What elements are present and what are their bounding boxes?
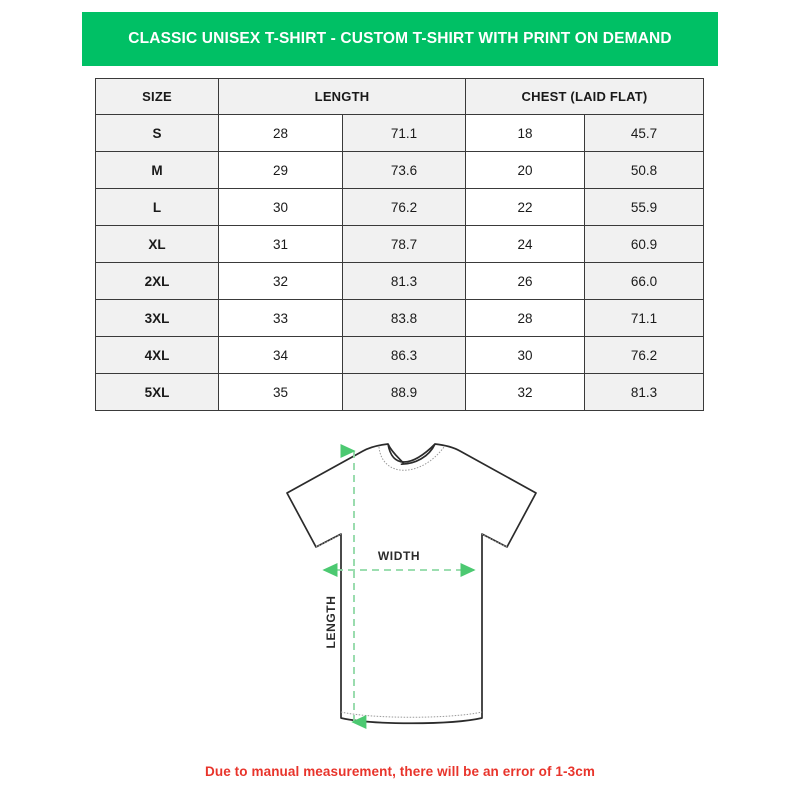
cell-length-cm: 78.7 <box>342 225 466 263</box>
length-label: LENGTH <box>324 596 338 649</box>
table-row: 2XL 32 81.3 26 66.0 <box>95 262 705 300</box>
cell-size: 4XL <box>95 336 219 374</box>
cell-size: 3XL <box>95 299 219 337</box>
table-row: M 29 73.6 20 50.8 <box>95 151 705 189</box>
cell-size: M <box>95 151 219 189</box>
cell-size: 5XL <box>95 373 219 411</box>
cell-chest-in: 28 <box>465 299 585 337</box>
cell-length-in: 28 <box>218 114 343 152</box>
cell-length-in: 29 <box>218 151 343 189</box>
cell-chest-in: 32 <box>465 373 585 411</box>
cell-chest-cm: 50.8 <box>583 151 705 189</box>
cell-length-cm: 76.2 <box>342 188 466 226</box>
cell-chest-cm: 76.2 <box>583 336 705 374</box>
cell-length-cm: 71.1 <box>342 114 466 152</box>
cell-length-in: 34 <box>218 336 343 374</box>
size-chart-table: SIZE LENGTH CHEST (LAID FLAT) S 28 71.1 … <box>95 78 705 411</box>
cell-chest-cm: 81.3 <box>583 373 705 411</box>
width-label: WIDTH <box>378 549 420 563</box>
cell-chest-in: 26 <box>465 262 585 300</box>
header-banner: CLASSIC UNISEX T-SHIRT - CUSTOM T-SHIRT … <box>82 12 718 66</box>
column-header-chest: CHEST (LAID FLAT) <box>464 78 705 115</box>
table-row: L 30 76.2 22 55.9 <box>95 188 705 226</box>
size-chart-table-container: SIZE LENGTH CHEST (LAID FLAT) S 28 71.1 … <box>95 78 705 411</box>
cell-chest-in: 22 <box>465 188 585 226</box>
cell-chest-in: 24 <box>465 225 585 263</box>
cell-length-cm: 81.3 <box>342 262 466 300</box>
cell-length-in: 32 <box>218 262 343 300</box>
cell-length-cm: 86.3 <box>342 336 466 374</box>
tshirt-outline-icon <box>286 443 537 725</box>
cell-length-cm: 83.8 <box>342 299 466 337</box>
cell-chest-cm: 60.9 <box>583 225 705 263</box>
table-row: S 28 71.1 18 45.7 <box>95 114 705 152</box>
cell-length-cm: 73.6 <box>342 151 466 189</box>
cell-chest-in: 20 <box>465 151 585 189</box>
cell-chest-in: 18 <box>465 114 585 152</box>
page-title: CLASSIC UNISEX T-SHIRT - CUSTOM T-SHIRT … <box>128 30 672 47</box>
cell-chest-cm: 55.9 <box>583 188 705 226</box>
table-header-row: SIZE LENGTH CHEST (LAID FLAT) <box>95 78 705 115</box>
cell-chest-in: 30 <box>465 336 585 374</box>
table-body: S 28 71.1 18 45.7 M 29 73.6 20 50.8 L 30… <box>95 114 705 411</box>
column-header-size: SIZE <box>95 78 219 115</box>
table-row: 4XL 34 86.3 30 76.2 <box>95 336 705 374</box>
cell-size: L <box>95 188 219 226</box>
cell-length-in: 33 <box>218 299 343 337</box>
cell-length-in: 35 <box>218 373 343 411</box>
cell-size: 2XL <box>95 262 219 300</box>
cell-length-in: 30 <box>218 188 343 226</box>
tshirt-measurement-diagram: WIDTH LENGTH <box>236 430 566 750</box>
cell-length-in: 31 <box>218 225 343 263</box>
table-row: XL 31 78.7 24 60.9 <box>95 225 705 263</box>
table-row: 3XL 33 83.8 28 71.1 <box>95 299 705 337</box>
measurement-disclaimer: Due to manual measurement, there will be… <box>205 764 595 779</box>
cell-chest-cm: 66.0 <box>583 262 705 300</box>
cell-size: S <box>95 114 219 152</box>
cell-size: XL <box>95 225 219 263</box>
cell-chest-cm: 71.1 <box>583 299 705 337</box>
table-row: 5XL 35 88.9 32 81.3 <box>95 373 705 411</box>
cell-chest-cm: 45.7 <box>583 114 705 152</box>
column-header-length: LENGTH <box>218 78 466 115</box>
cell-length-cm: 88.9 <box>342 373 466 411</box>
